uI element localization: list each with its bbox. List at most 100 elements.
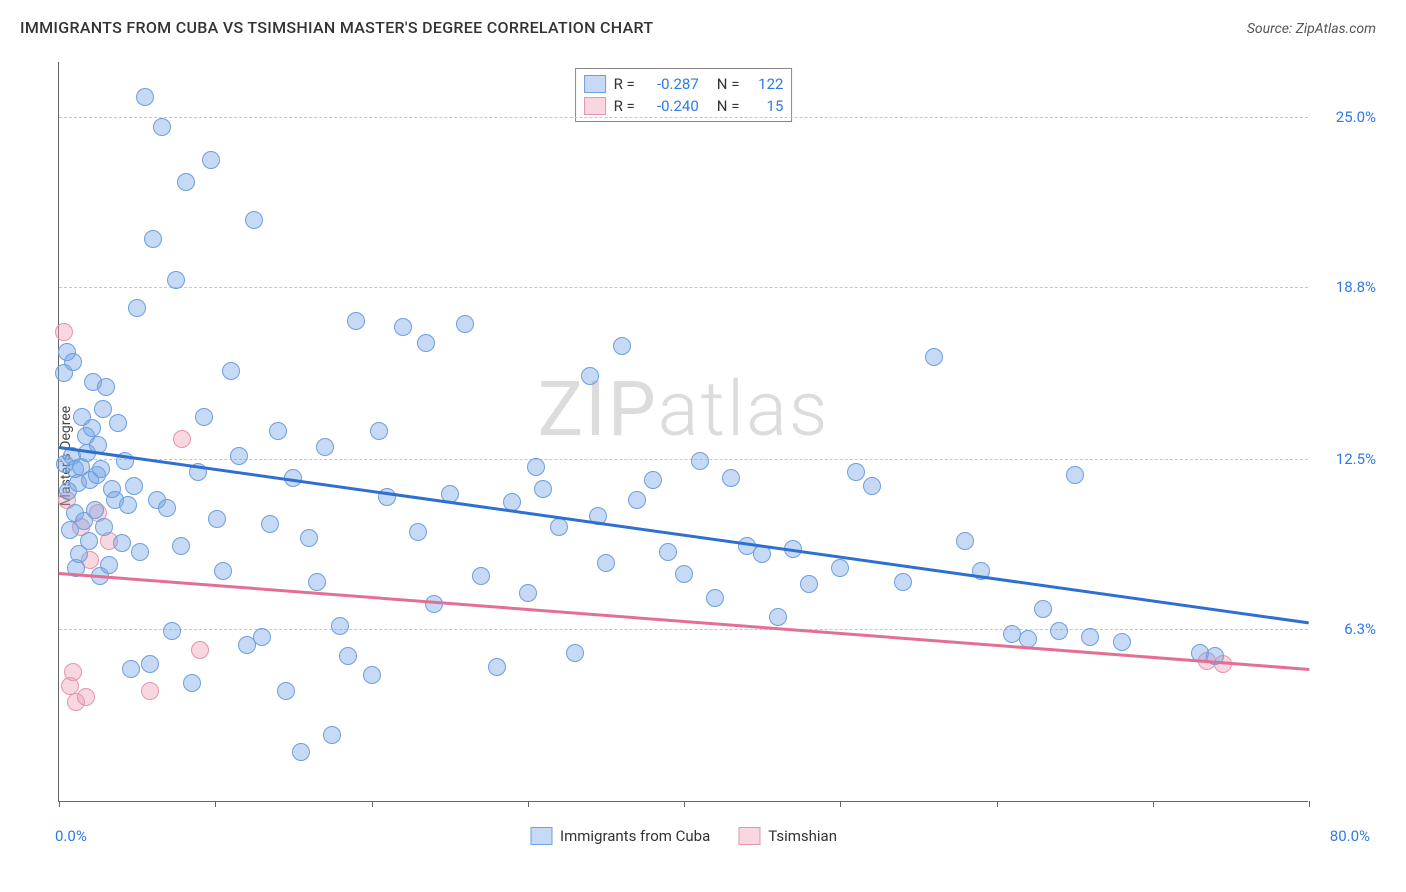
data-point: [488, 658, 506, 676]
legend-r-value: -0.240: [643, 97, 699, 115]
data-point: [230, 447, 248, 465]
legend-series-name: Immigrants from Cuba: [560, 827, 710, 845]
data-point: [347, 312, 365, 330]
data-point: [527, 458, 545, 476]
legend-series-name: Tsimshian: [768, 827, 837, 845]
data-point: [100, 556, 118, 574]
data-point: [261, 515, 279, 533]
data-point: [77, 688, 95, 706]
data-point: [339, 647, 357, 665]
data-point: [277, 682, 295, 700]
x-axis-max: 80.0%: [1330, 827, 1370, 845]
legend-n-value: 15: [747, 97, 783, 115]
data-point: [847, 463, 865, 481]
legend-swatch: [738, 827, 760, 845]
x-tick: [840, 801, 841, 807]
legend-r-label: R =: [614, 75, 635, 93]
data-point: [300, 529, 318, 547]
data-point: [183, 674, 201, 692]
legend-correlation-row: R = -0.287 N = 122: [584, 73, 784, 95]
data-point: [55, 323, 73, 341]
legend-swatch: [584, 97, 606, 115]
data-point: [83, 419, 101, 437]
data-point: [331, 617, 349, 635]
data-point: [417, 334, 435, 352]
data-point: [863, 477, 881, 495]
y-tick-label: 12.5%: [1316, 450, 1376, 468]
legend-correlation-row: R =-0.240N =15: [584, 95, 784, 117]
data-point: [208, 510, 226, 528]
x-tick: [1153, 801, 1154, 807]
data-point: [456, 315, 474, 333]
data-point: [675, 565, 693, 583]
plot-area: ZIPatlas R =-0.287N =122R =-0.240N =15 I…: [58, 62, 1308, 802]
data-point: [722, 469, 740, 487]
data-point: [831, 559, 849, 577]
data-point: [141, 682, 159, 700]
data-point: [519, 584, 537, 602]
data-point: [706, 589, 724, 607]
data-point: [113, 534, 131, 552]
x-tick: [997, 801, 998, 807]
legend-n-value: 122: [747, 75, 783, 93]
chart-container: Master's Degree ZIPatlas R =-0.287N =122…: [20, 56, 1386, 856]
data-point: [394, 318, 412, 336]
data-point: [95, 518, 113, 536]
data-point: [308, 573, 326, 591]
x-tick: [215, 801, 216, 807]
data-point: [94, 400, 112, 418]
data-point: [222, 362, 240, 380]
data-point: [128, 299, 146, 317]
y-tick-label: 6.3%: [1316, 620, 1376, 638]
data-point: [122, 660, 140, 678]
data-point: [956, 532, 974, 550]
data-point: [566, 644, 584, 662]
data-point: [177, 173, 195, 191]
x-axis-min: 0.0%: [55, 827, 87, 845]
data-point: [769, 608, 787, 626]
data-point: [64, 663, 82, 681]
legend-r-value: -0.287: [643, 75, 699, 93]
x-tick: [1309, 801, 1310, 807]
data-point: [363, 666, 381, 684]
data-point: [269, 422, 287, 440]
data-point: [1081, 628, 1099, 646]
data-point: [163, 622, 181, 640]
gridline: [59, 117, 1308, 118]
data-point: [323, 726, 341, 744]
legend-n-label: N =: [717, 75, 740, 93]
data-point: [644, 471, 662, 489]
data-point: [800, 575, 818, 593]
legend-swatch: [530, 827, 552, 845]
data-point: [125, 477, 143, 495]
data-point: [1113, 633, 1131, 651]
data-point: [136, 88, 154, 106]
gridline: [59, 629, 1308, 630]
gridline: [59, 287, 1308, 288]
data-point: [195, 408, 213, 426]
data-point: [131, 543, 149, 561]
y-tick-label: 25.0%: [1316, 108, 1376, 126]
chart-title: IMMIGRANTS FROM CUBA VS TSIMSHIAN MASTER…: [20, 18, 653, 37]
legend-r-label: R =: [614, 97, 635, 115]
legend-swatch: [584, 75, 606, 93]
data-point: [894, 573, 912, 591]
data-point: [86, 501, 104, 519]
data-point: [1066, 466, 1084, 484]
data-point: [691, 452, 709, 470]
data-point: [659, 543, 677, 561]
y-tick-label: 18.8%: [1316, 278, 1376, 296]
data-point: [191, 641, 209, 659]
data-point: [613, 337, 631, 355]
data-point: [172, 537, 190, 555]
data-point: [109, 414, 127, 432]
data-point: [292, 743, 310, 761]
x-tick: [528, 801, 529, 807]
trend-line: [59, 446, 1309, 624]
data-point: [173, 430, 191, 448]
data-point: [214, 562, 232, 580]
data-point: [64, 353, 82, 371]
data-point: [97, 378, 115, 396]
data-point: [141, 655, 159, 673]
x-tick: [372, 801, 373, 807]
